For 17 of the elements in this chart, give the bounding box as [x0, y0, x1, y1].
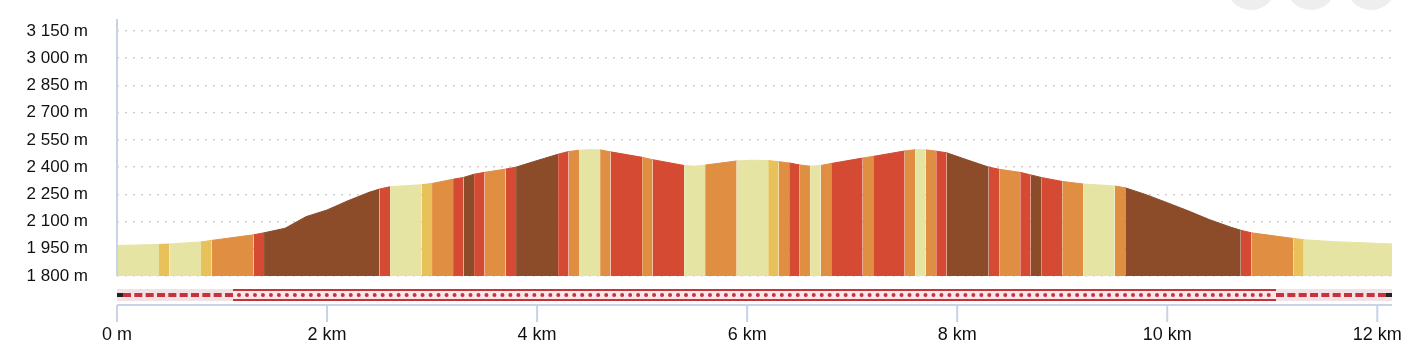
x-tick-label: 8 km	[937, 323, 977, 344]
y-tick-label: 3 000 m	[26, 47, 88, 67]
y-tick-label: 2 850 m	[26, 75, 88, 95]
y-tick-label: 2 100 m	[26, 211, 88, 231]
y-tick-label: 2 550 m	[26, 129, 88, 149]
y-tick-label: 2 700 m	[26, 102, 88, 122]
x-tick-label: 0 m	[101, 323, 133, 344]
x-tick-label: 6 km	[727, 323, 767, 344]
y-tick-label: 1 950 m	[26, 238, 88, 258]
x-tick-label: 2 km	[307, 323, 347, 344]
y-tick-label: 2 400 m	[26, 156, 88, 176]
y-tick-label: 1 800 m	[26, 265, 88, 285]
x-tick-label: 4 km	[517, 323, 557, 344]
x-tick-label: 10 km	[1142, 323, 1192, 344]
y-tick-label: 3 150 m	[26, 20, 88, 40]
x-tick-label: 12 km	[1352, 323, 1402, 344]
y-tick-label: 2 250 m	[26, 184, 88, 204]
